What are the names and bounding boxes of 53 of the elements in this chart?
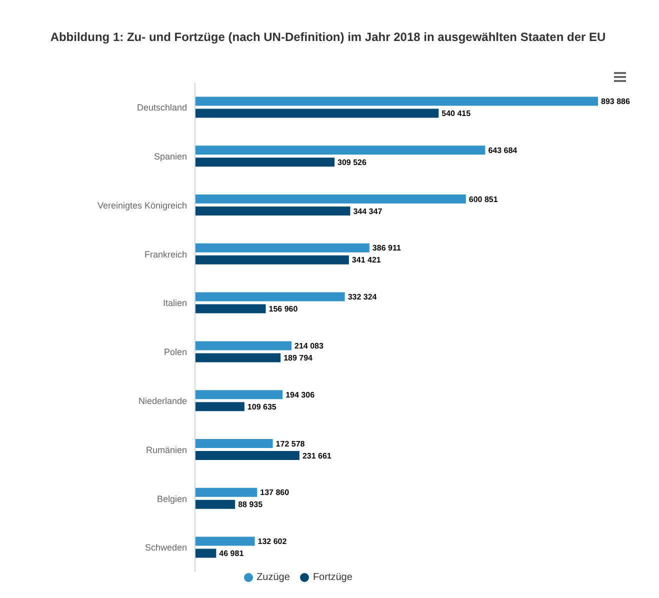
data-label: 643 684 [488,146,518,155]
y-tick-label: Belgien [156,494,187,504]
bar [195,206,350,216]
legend-label: Fortzüge [312,572,352,583]
y-tick-label: Spanien [154,152,187,162]
bar [195,353,281,362]
y-tick-label: Vereinigtes Königreich [97,200,187,210]
y-tick-label: Polen [164,347,187,358]
y-tick-label: Frankreich [144,249,187,260]
bar [195,341,292,350]
y-tick-label: Schweden [144,542,187,553]
data-label: 194 306 [286,390,316,400]
data-label: 156 960 [268,304,298,314]
data-label: 137 860 [260,488,290,498]
bar [195,390,283,400]
y-tick-label: Italien [162,298,187,308]
data-label: 132 602 [258,537,288,546]
bar [195,438,273,448]
y-tick-label: Niederlande [138,396,187,406]
data-label: 109 635 [247,402,277,412]
data-label: 88 935 [238,500,264,510]
bar [195,536,255,546]
bar [195,304,266,314]
chart-title: Abbildung 1: Zu- und Fortzüge (nach UN-Definition) im Jahr 2018 in ausgewählten Staaten der EU [49,30,607,44]
y-tick-label: Rumänien [146,444,187,455]
data-label: 189 794 [284,353,314,362]
bar [195,488,258,497]
data-label: 332 324 [348,292,378,302]
y-tick-label: Deutschland [136,102,187,113]
data-label: 214 083 [294,341,324,350]
bar [195,500,236,509]
data-label: 309 526 [338,158,368,167]
bar [195,194,466,204]
data-label: 46 981 [219,549,244,558]
bar [195,402,244,412]
bar [195,108,439,118]
data-label: 231 661 [302,451,332,460]
data-label: 341 421 [352,256,382,265]
data-label: 540 415 [442,108,472,118]
data-label: 386 911 [372,244,402,253]
bar [195,96,598,106]
bar [195,450,300,460]
legend-label: Zuzüge [256,572,290,583]
data-label: 600 851 [468,194,498,204]
bar [195,255,349,264]
data-label: 344 347 [353,206,383,216]
bar [195,243,370,252]
bar [195,146,486,155]
data-label: 172 578 [276,439,306,448]
bar [195,548,216,558]
bar [195,158,335,167]
bar [195,292,345,302]
data-label: 893 886 [601,96,630,106]
